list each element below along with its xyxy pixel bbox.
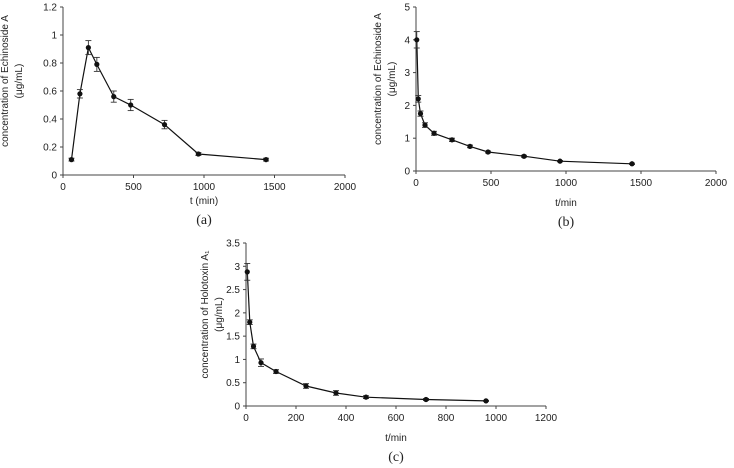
y-tick-label: 3	[404, 68, 410, 79]
y-tick-label: 0	[51, 171, 57, 182]
panel-c: 0 200 400 600 800 1000 1200 0 0.5 1 1.5 2 2.5 3 3.5 t/m…	[200, 239, 558, 466]
data-point	[258, 360, 264, 366]
y-axis-label: concentration of Echinoside A	[0, 15, 11, 147]
x-tick-label: 400	[338, 413, 355, 424]
data-point	[629, 161, 635, 167]
data-point	[195, 151, 201, 157]
y-tick-label: 0.2	[43, 143, 57, 154]
x-axis-label: t (min)	[190, 196, 218, 207]
data-point	[85, 45, 91, 51]
data-point	[244, 269, 250, 275]
x-axis-label: t/min	[555, 198, 577, 209]
y-tick-label: 3.5	[226, 239, 240, 250]
x-tick-label: 200	[288, 413, 305, 424]
data-point	[485, 149, 491, 155]
y-tick-label: 1.2	[43, 3, 57, 14]
y-tick-label: 2.5	[226, 285, 240, 296]
x-tick-label: 600	[388, 413, 405, 424]
panel-label: (a)	[196, 213, 212, 228]
panel-b: 0 500 1000 1500 2000 0 1 2 3 4 5 t/min concentration…	[373, 3, 728, 231]
y-tick-label: 0	[234, 402, 240, 413]
data-point	[128, 102, 134, 108]
x-tick-label: 1500	[630, 178, 653, 189]
x-tick-label: 500	[483, 178, 500, 189]
data-point	[422, 122, 428, 128]
x-axis-label: t/min	[385, 433, 407, 444]
y-tick-label: 1	[51, 31, 57, 42]
x-tick-label: 0	[60, 182, 66, 193]
data-point	[415, 96, 421, 102]
y-tick-label: 0	[404, 167, 410, 178]
y-tick-label: 5	[404, 3, 410, 14]
x-tick-label: 2000	[334, 182, 357, 193]
y-tick-label: 1	[234, 355, 240, 366]
series-line	[70, 45, 267, 161]
x-tick-label: 2000	[705, 178, 728, 189]
x-tick-label: 1000	[485, 413, 508, 424]
data-point	[273, 368, 279, 375]
y-tick-label: 0.4	[43, 115, 57, 126]
series-line	[246, 271, 487, 402]
data-point	[94, 61, 100, 67]
y-tick-label: 0.6	[43, 87, 57, 98]
panel-label: (b)	[558, 215, 575, 230]
y-tick-label: 1	[404, 134, 410, 145]
x-tick-label: 0	[413, 178, 419, 189]
x-tick-label: 1000	[555, 178, 578, 189]
data-point	[247, 319, 253, 325]
data-point	[68, 157, 75, 163]
y-axis-unit-label: (μg/mL)	[14, 64, 25, 99]
y-axis-unit-label: (μg/mL)	[214, 297, 225, 332]
data-point	[423, 396, 429, 403]
y-tick-label: 0.8	[43, 59, 57, 70]
data-point	[467, 143, 473, 149]
y-axis-unit-label: (μg/mL)	[387, 62, 398, 97]
data-point	[111, 94, 117, 100]
data-point	[363, 394, 369, 400]
panel-label: (c)	[388, 450, 404, 465]
data-point	[161, 122, 168, 128]
y-tick-label: 4	[404, 35, 410, 46]
data-point	[431, 130, 437, 136]
x-tick-label: 1000	[193, 182, 216, 193]
x-tick-label: 0	[243, 413, 249, 424]
data-point	[483, 398, 489, 404]
data-point	[449, 137, 455, 143]
data-point	[303, 383, 309, 389]
y-tick-label: 1.5	[226, 332, 240, 343]
y-tick-label: 0.5	[226, 378, 240, 389]
data-point	[77, 91, 83, 97]
data-point	[521, 153, 527, 159]
data-point	[333, 390, 339, 396]
panel-a: 0 500 1000 1500 2000 0 0.2 0.4 0.6 0.8 1 1.2 t (min)…	[0, 3, 357, 229]
x-tick-label: 500	[125, 182, 142, 193]
x-tick-label: 800	[438, 413, 455, 424]
y-tick-label: 3	[234, 262, 240, 273]
data-point	[557, 158, 563, 164]
y-axis-label: concentration of Echinoside A	[373, 13, 384, 145]
data-point	[250, 343, 257, 349]
y-tick-label: 2	[404, 101, 410, 112]
data-point	[417, 111, 424, 117]
data-point	[263, 157, 269, 163]
y-tick-label: 2	[234, 308, 240, 319]
series-line	[416, 39, 633, 165]
x-tick-label: 1200	[535, 413, 558, 424]
data-point	[414, 37, 420, 43]
x-tick-label: 1500	[263, 182, 286, 193]
y-axis-label: concentration of Holotoxin A₁	[200, 250, 211, 379]
